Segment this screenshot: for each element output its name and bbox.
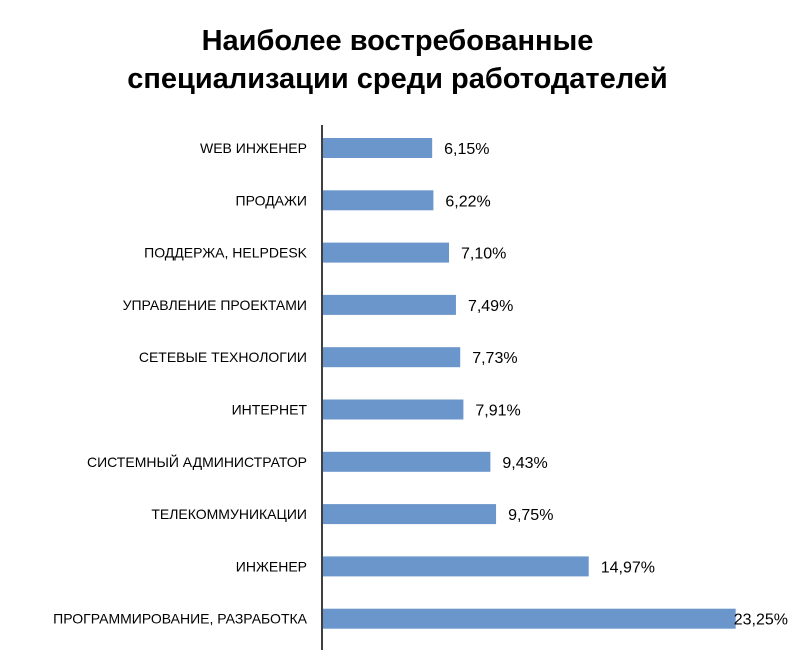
bar <box>323 451 491 472</box>
bar <box>323 242 450 263</box>
data-label: 9,43% <box>502 455 547 472</box>
bar <box>323 347 461 368</box>
chart-title: Наиболее востребованные специализации ср… <box>0 22 795 98</box>
category-label: ПРОДАЖИ <box>236 192 307 208</box>
data-label: 7,10% <box>461 246 506 263</box>
bar <box>323 504 497 525</box>
category-label: WEB ИНЖЕНЕР <box>200 140 307 156</box>
category-label: ПРОГРАММИРОВАНИЕ, РАЗРАБОТКА <box>53 611 308 627</box>
data-label: 14,97% <box>601 559 655 576</box>
data-label: 7,73% <box>472 350 517 367</box>
bars-group: WEB ИНЖЕНЕР 6,15% ПРОДАЖИ 6,22% ПОДДЕРЖА, HE… <box>53 138 788 629</box>
data-label: 23,25% <box>734 612 788 629</box>
data-label: 6,15% <box>444 141 489 158</box>
bar <box>323 399 464 420</box>
bar <box>323 556 589 577</box>
category-label: ПОДДЕРЖА, HELPDESK <box>144 245 308 261</box>
category-label: ТЕЛЕКОММУНИКАЦИИ <box>151 506 307 522</box>
category-label: ИНТЕРНЕТ <box>232 402 308 418</box>
data-label: 7,49% <box>468 298 513 315</box>
category-label: СИСТЕМНЫЙ АДМИНИСТРАТОР <box>87 453 307 470</box>
category-label: ИНЖЕНЕР <box>236 558 307 574</box>
chart-title-line-2: специализации среди работодателей <box>127 63 668 95</box>
chart-title-line-1: Наиболее востребованные <box>201 25 594 57</box>
bar <box>323 294 456 315</box>
data-label: 9,75% <box>508 507 553 524</box>
bar <box>323 608 736 629</box>
data-label: 7,91% <box>475 403 520 420</box>
category-label: УПРАВЛЕНИЕ ПРОЕКТАМИ <box>123 297 307 313</box>
bar <box>323 190 434 211</box>
data-label: 6,22% <box>445 193 490 210</box>
category-label: СЕТЕВЫЕ ТЕХНОЛОГИИ <box>139 349 307 365</box>
bar <box>323 138 433 158</box>
